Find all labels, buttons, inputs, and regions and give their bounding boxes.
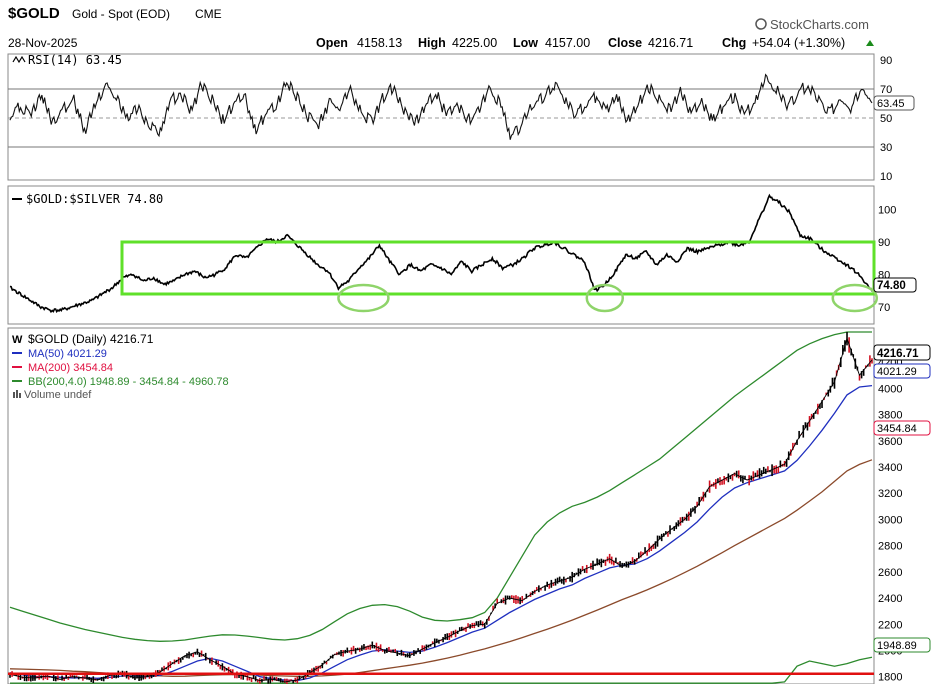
price-legend-main: $GOLD (Daily) 4216.71 — [28, 332, 154, 346]
ma50-legend-text: MA(50) 4021.29 — [28, 348, 107, 360]
support-touch-ellipse — [831, 283, 879, 313]
rsi-line — [9, 73, 873, 140]
ma200-tag-value: 3454.84 — [877, 423, 917, 435]
open-value: 4158.13 — [357, 36, 402, 50]
chg-label: Chg — [722, 36, 746, 50]
bb-legend-text: BB(200,4.0) 1948.89 - 3454.84 - 4960.78 — [28, 376, 229, 388]
grid-layer — [8, 88, 874, 148]
range-box-annotation — [120, 240, 876, 296]
price-tick-label: 3200 — [878, 488, 902, 500]
bb-lower-line — [10, 656, 873, 684]
price-tags: 4216.71 4021.29 3454.84 1948.89 — [873, 344, 931, 653]
ratio-legend-text: $GOLD:$SILVER 74.80 — [26, 192, 163, 206]
symbol-name: Gold - Spot (EOD) — [72, 7, 170, 21]
candle-legend-icon: W — [12, 334, 23, 346]
close-label: Close — [608, 36, 642, 50]
ratio-tick-label: 90 — [878, 237, 890, 249]
rsi-plot — [9, 73, 873, 140]
price-tick-label: 4000 — [878, 383, 902, 395]
volume-legend-text: Volume undef — [24, 389, 92, 401]
brand-logo: StockCharts.com — [755, 17, 869, 32]
ohlc-bar: Open 4158.13 High 4225.00 Low 4157.00 Cl… — [316, 36, 874, 50]
price-tick-label: 3400 — [878, 462, 902, 474]
ratio-current-tag: 74.80 — [873, 277, 917, 293]
volume-legend-icon — [13, 390, 21, 398]
rsi-tick-label: 30 — [880, 142, 892, 154]
bb-upper-line — [9, 331, 872, 642]
rsi-tick-label: 70 — [880, 84, 892, 96]
close-value: 4216.71 — [648, 36, 693, 50]
chart-date: 28-Nov-2025 — [8, 36, 78, 50]
ratio-tick-label: 70 — [878, 302, 890, 314]
rsi-tick-label: 90 — [880, 55, 892, 67]
price-tick-label: 2800 — [878, 541, 902, 553]
low-value: 4157.00 — [545, 36, 590, 50]
ma200-line — [9, 459, 873, 677]
ma200-legend-text: MA(200) 3454.84 — [28, 362, 113, 374]
price-tick-label: 3800 — [878, 410, 902, 422]
ratio-panel-frame — [7, 185, 875, 325]
up-triangle-icon — [866, 40, 874, 46]
ma50-tag-value: 4021.29 — [877, 366, 917, 378]
price-panel-frame — [7, 327, 875, 684]
symbol-title: $GOLD — [8, 5, 60, 22]
price-tick-label: 3600 — [878, 436, 902, 448]
high-value: 4225.00 — [452, 36, 497, 50]
rsi-current-tag: 63.45 — [873, 95, 915, 111]
ratio-current-value: 74.80 — [877, 280, 906, 292]
rsi-tick-label: 10 — [880, 171, 892, 183]
brand-circle-icon — [755, 18, 767, 30]
price-plot — [8, 331, 874, 684]
close-tag-value: 4216.71 — [877, 348, 919, 360]
rsi-legend-swatch — [12, 55, 26, 64]
exchange-label: CME — [195, 7, 222, 21]
ratio-tick-label: 100 — [878, 205, 896, 217]
price-tick-label: 2400 — [878, 593, 902, 605]
high-label: High — [418, 36, 446, 50]
support-touch-ellipse — [585, 283, 625, 313]
rsi-panel-frame — [7, 53, 875, 181]
ma50-line — [9, 384, 873, 682]
bb-lower-tag-value: 1948.89 — [877, 640, 917, 652]
rsi-tick-label: 50 — [880, 113, 892, 125]
open-label: Open — [316, 36, 348, 50]
rsi-legend-text: RSI(14) 63.45 — [28, 53, 122, 67]
rsi-legend: RSI(14) 63.45 — [12, 53, 122, 67]
price-legend: W $GOLD (Daily) 4216.71 MA(50) 4021.29 M… — [12, 332, 229, 401]
rsi-current-value: 63.45 — [877, 98, 905, 110]
rsi-legend-icon — [12, 55, 26, 64]
chg-value: +54.04 (+1.30%) — [752, 36, 845, 50]
low-label: Low — [513, 36, 538, 50]
support-touch-ellipse — [337, 283, 390, 313]
price-tick-label: 1800 — [878, 672, 902, 684]
price-tick-label: 3000 — [878, 514, 902, 526]
ratio-legend: $GOLD:$SILVER 74.80 — [12, 192, 163, 206]
axis-labels: 9070503010100908070420040003800360034003… — [878, 55, 902, 684]
price-tick-label: 2200 — [878, 619, 902, 631]
brand-name: StockCharts.com — [770, 17, 869, 32]
ratio-plot — [9, 193, 879, 314]
price-tick-label: 2600 — [878, 567, 902, 579]
